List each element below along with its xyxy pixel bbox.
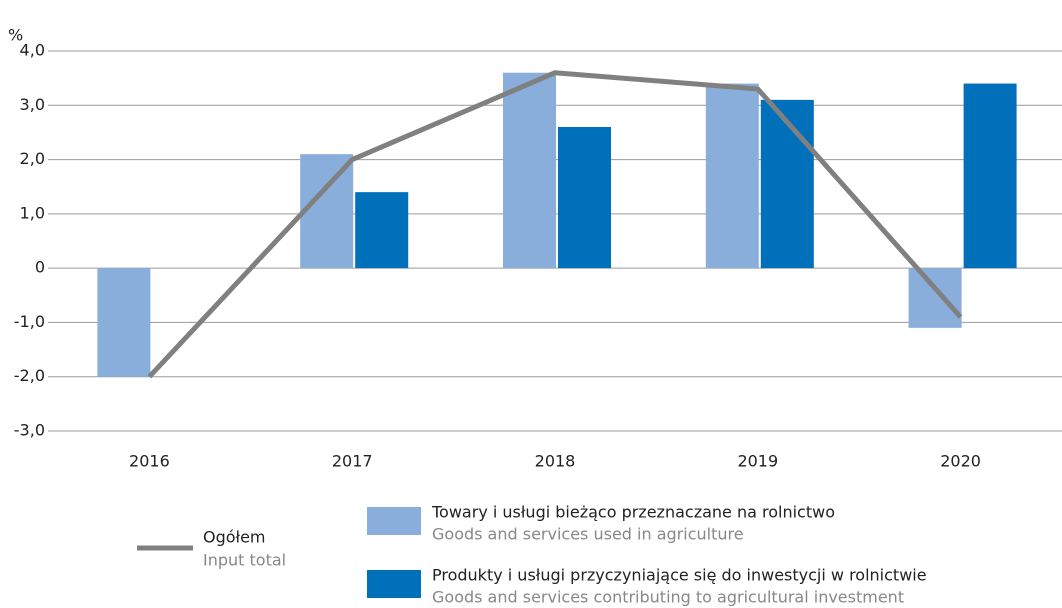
bar [963,83,1017,269]
legend-label-en: Goods and services used in agriculture [432,525,744,544]
legend-label-en: Input total [203,551,286,570]
bar [558,127,611,269]
bar [705,83,759,269]
y-tick-label: -2,0 [14,366,45,385]
bar [908,268,962,328]
unit-label: % [8,26,23,45]
line-series [147,70,963,379]
legend-label-en: Goods and services contributing to agric… [432,588,904,607]
legend-label: Produkty i usługi przyczyniające się do … [432,566,927,585]
legend-swatch [367,570,421,598]
y-tick-label: -3,0 [14,421,45,440]
y-tick-label: 0 [35,258,45,277]
legend-label: Ogółem [203,528,266,547]
x-tick-label: 2018 [535,452,576,471]
y-tick-label: 1,0 [20,203,45,222]
bar [760,99,814,269]
y-tick-label: -1,0 [14,312,45,331]
legend-label: Towary i usługi bieżąco przeznaczane na … [431,503,835,522]
x-tick-label: 2017 [332,452,373,471]
x-tick-label: 2016 [129,452,170,471]
y-tick-label: 2,0 [20,149,45,168]
x-tick-label: 2019 [737,452,778,471]
bar [97,268,151,377]
x-tick-label: 2020 [940,452,981,471]
legend-swatch [367,507,421,535]
bar [300,154,354,269]
bar [503,72,556,269]
y-tick-label: 4,0 [20,41,45,60]
bar [355,192,409,269]
y-tick-label: 3,0 [20,95,45,114]
